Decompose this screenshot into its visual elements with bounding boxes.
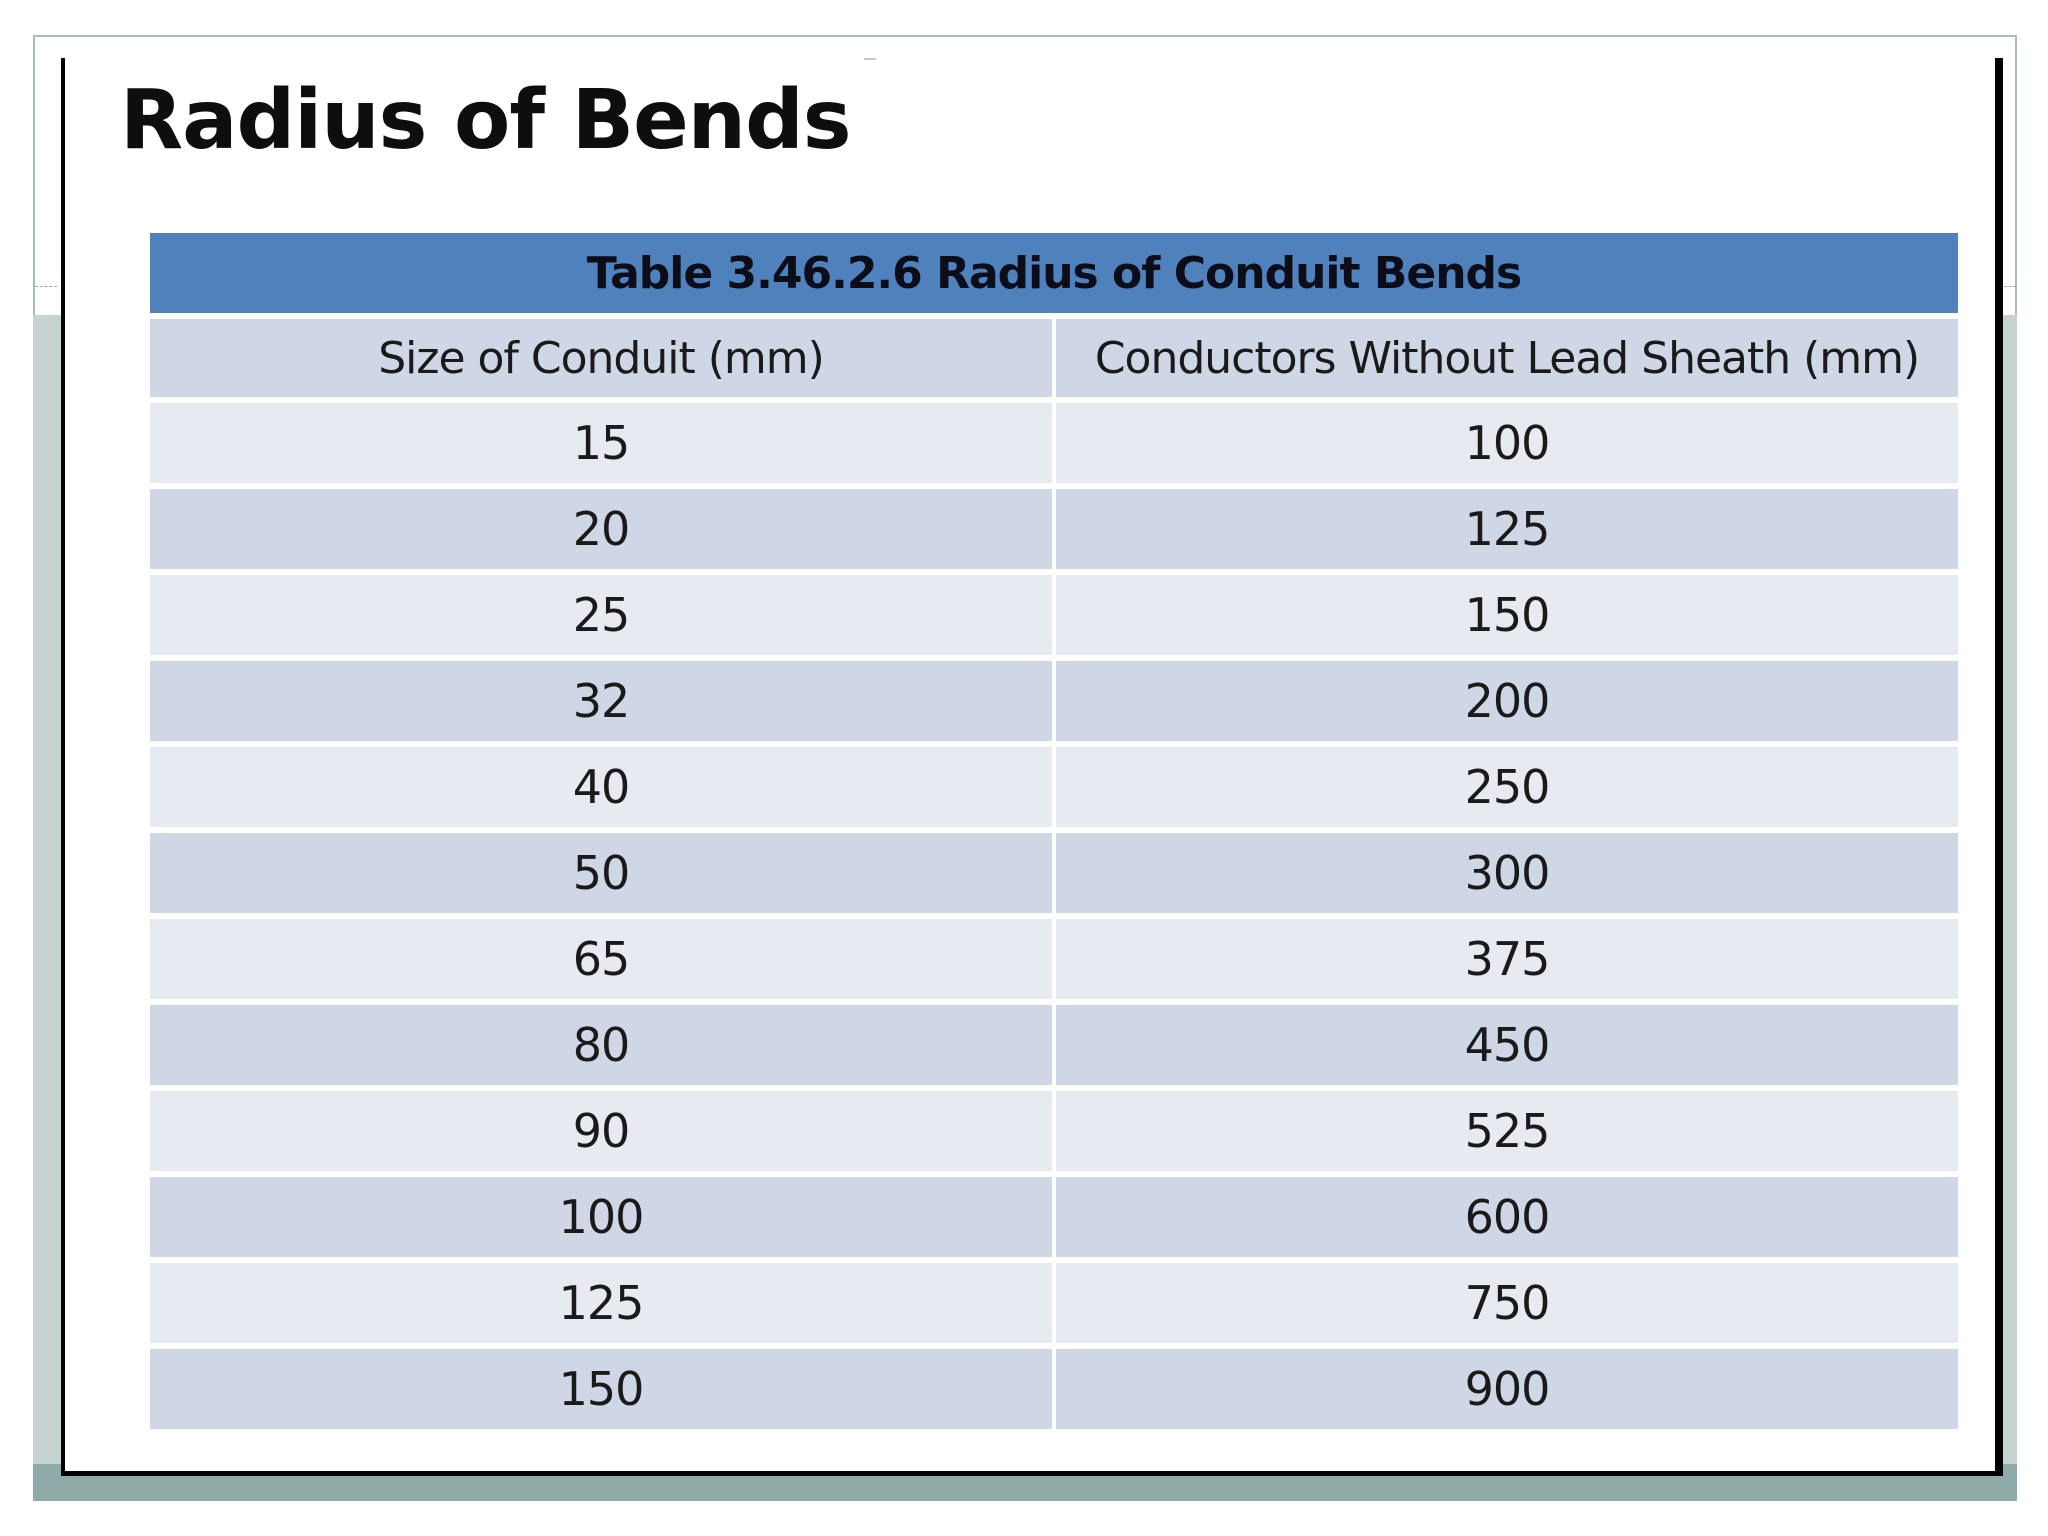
table-row: 25 150 bbox=[150, 572, 1958, 661]
bend-radius-cell: 125 bbox=[1052, 486, 1958, 575]
table-caption: Table 3.46.2.6 Radius of Conduit Bends bbox=[150, 233, 1958, 319]
table-row: 15 100 bbox=[150, 400, 1958, 489]
table-header-row: Size of Conduit (mm) Conductors Without … bbox=[150, 316, 1958, 403]
column-header-conductors-radius: Conductors Without Lead Sheath (mm) bbox=[1052, 316, 1958, 403]
table-row: 150 900 bbox=[150, 1346, 1958, 1429]
table-row: 20 125 bbox=[150, 486, 1958, 575]
conduit-size-cell: 32 bbox=[150, 658, 1054, 747]
conduit-size-cell: 150 bbox=[150, 1346, 1054, 1429]
slide-left-band bbox=[33, 315, 61, 1501]
table-caption-row: Table 3.46.2.6 Radius of Conduit Bends bbox=[150, 233, 1958, 319]
conduit-size-cell: 25 bbox=[150, 572, 1054, 661]
bend-radius-cell: 150 bbox=[1052, 572, 1958, 661]
bend-radius-cell: 200 bbox=[1052, 658, 1958, 747]
table-row: 32 200 bbox=[150, 658, 1958, 747]
conduit-size-cell: 20 bbox=[150, 486, 1054, 575]
conduit-size-cell: 65 bbox=[150, 916, 1054, 1005]
conduit-size-cell: 80 bbox=[150, 1002, 1054, 1091]
table-row: 65 375 bbox=[150, 916, 1958, 1005]
bend-radius-cell: 450 bbox=[1052, 1002, 1958, 1091]
bend-radius-cell: 250 bbox=[1052, 744, 1958, 833]
bend-radius-cell: 600 bbox=[1052, 1174, 1958, 1263]
table-row: 100 600 bbox=[150, 1174, 1958, 1263]
table-row: 80 450 bbox=[150, 1002, 1958, 1091]
left-dashed-divider bbox=[35, 286, 57, 287]
table-row: 90 525 bbox=[150, 1088, 1958, 1177]
bend-radius-cell: 750 bbox=[1052, 1260, 1958, 1349]
conduit-size-cell: 15 bbox=[150, 400, 1054, 489]
bend-radius-cell: 525 bbox=[1052, 1088, 1958, 1177]
slide-right-band bbox=[2003, 315, 2017, 1501]
conduit-size-cell: 40 bbox=[150, 744, 1054, 833]
conduit-size-cell: 125 bbox=[150, 1260, 1054, 1349]
bend-radius-cell: 100 bbox=[1052, 400, 1958, 489]
table-row: 40 250 bbox=[150, 744, 1958, 833]
slide-title: Radius of Bends bbox=[120, 73, 852, 168]
conduit-bends-table: Table 3.46.2.6 Radius of Conduit Bends S… bbox=[150, 233, 1958, 1429]
table-row: 50 300 bbox=[150, 830, 1958, 919]
bend-radius-cell: 300 bbox=[1052, 830, 1958, 919]
top-tick-mark bbox=[864, 58, 876, 60]
bend-radius-cell: 900 bbox=[1052, 1346, 1958, 1429]
column-header-conduit-size: Size of Conduit (mm) bbox=[150, 316, 1054, 403]
conduit-size-cell: 100 bbox=[150, 1174, 1054, 1263]
bend-radius-cell: 375 bbox=[1052, 916, 1958, 1005]
right-dashed-divider bbox=[2000, 286, 2016, 287]
conduit-size-cell: 50 bbox=[150, 830, 1054, 919]
table-row: 125 750 bbox=[150, 1260, 1958, 1349]
conduit-size-cell: 90 bbox=[150, 1088, 1054, 1177]
